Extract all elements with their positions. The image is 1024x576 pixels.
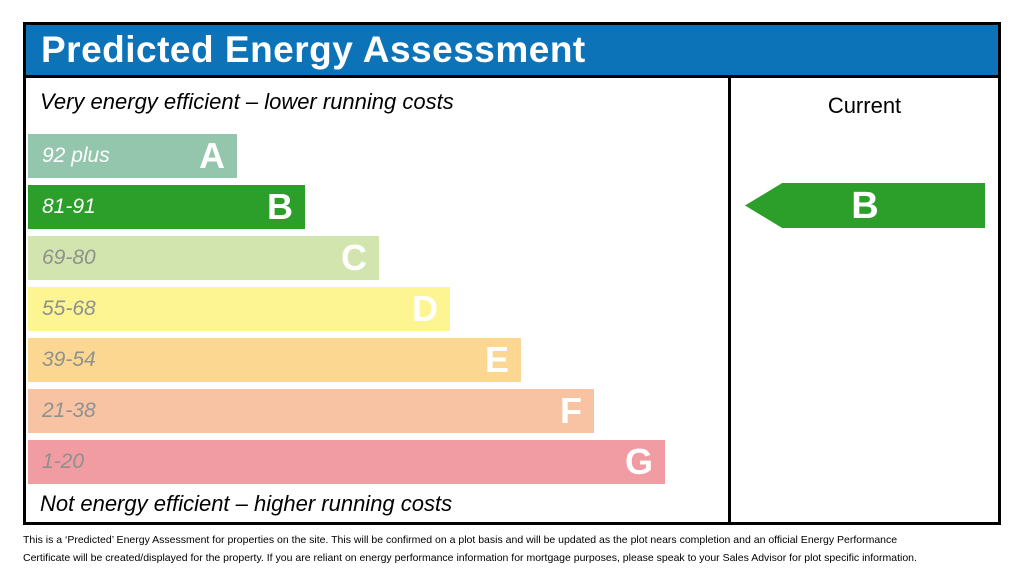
footer-note: This is a ‘Predicted’ Energy Assessment …: [23, 531, 1003, 567]
arrow-rating-letter: B: [851, 184, 879, 227]
band-range-label: 39-54: [42, 348, 96, 371]
band-letter: F: [560, 390, 582, 431]
epc-band-b: 81-91 B: [28, 185, 305, 229]
epc-band-a: 92 plus A: [28, 134, 237, 178]
bottom-caption: Not energy efficient – higher running co…: [40, 491, 453, 516]
band-letter: C: [341, 237, 367, 278]
title-bar: Predicted Energy Assessment: [26, 25, 998, 78]
epc-band-g: 1-20 G: [28, 440, 665, 484]
current-rating-arrow: B: [745, 183, 985, 228]
epc-band-d: 55-68 D: [28, 287, 450, 331]
band-letter: A: [199, 135, 225, 176]
band-range-label: 81-91: [42, 195, 96, 218]
band-range-label: 69-80: [42, 246, 96, 269]
epc-band-list: 92 plus A 81-91 B 69-80 C 55-68 D: [28, 134, 728, 491]
epc-band-f: 21-38 F: [28, 389, 594, 433]
current-column-header: Current: [827, 93, 902, 118]
epc-content: Very energy efficient – lower running co…: [26, 78, 998, 522]
band-letter: G: [624, 441, 653, 482]
band-letter: D: [412, 288, 438, 329]
band-range-label: 92 plus: [42, 144, 110, 167]
page-title: Predicted Energy Assessment: [41, 29, 586, 70]
band-range-label: 1-20: [42, 450, 85, 473]
footer-line-2: Certificate will be created/displayed fo…: [23, 552, 917, 564]
epc-band-e: 39-54 E: [28, 338, 521, 382]
band-range-label: 55-68: [42, 297, 96, 320]
top-caption: Very energy efficient – lower running co…: [40, 89, 454, 114]
band-range-label: 21-38: [42, 399, 96, 422]
epc-chart-box: Predicted Energy Assessment Very energy …: [23, 22, 1001, 525]
chart-area: Very energy efficient – lower running co…: [26, 78, 728, 522]
current-column: Current B: [728, 78, 998, 522]
epc-band-c: 69-80 C: [28, 236, 379, 280]
footer-line-1: This is a ‘Predicted’ Energy Assessment …: [23, 534, 898, 546]
band-letter: B: [267, 186, 293, 227]
band-letter: E: [484, 339, 509, 380]
